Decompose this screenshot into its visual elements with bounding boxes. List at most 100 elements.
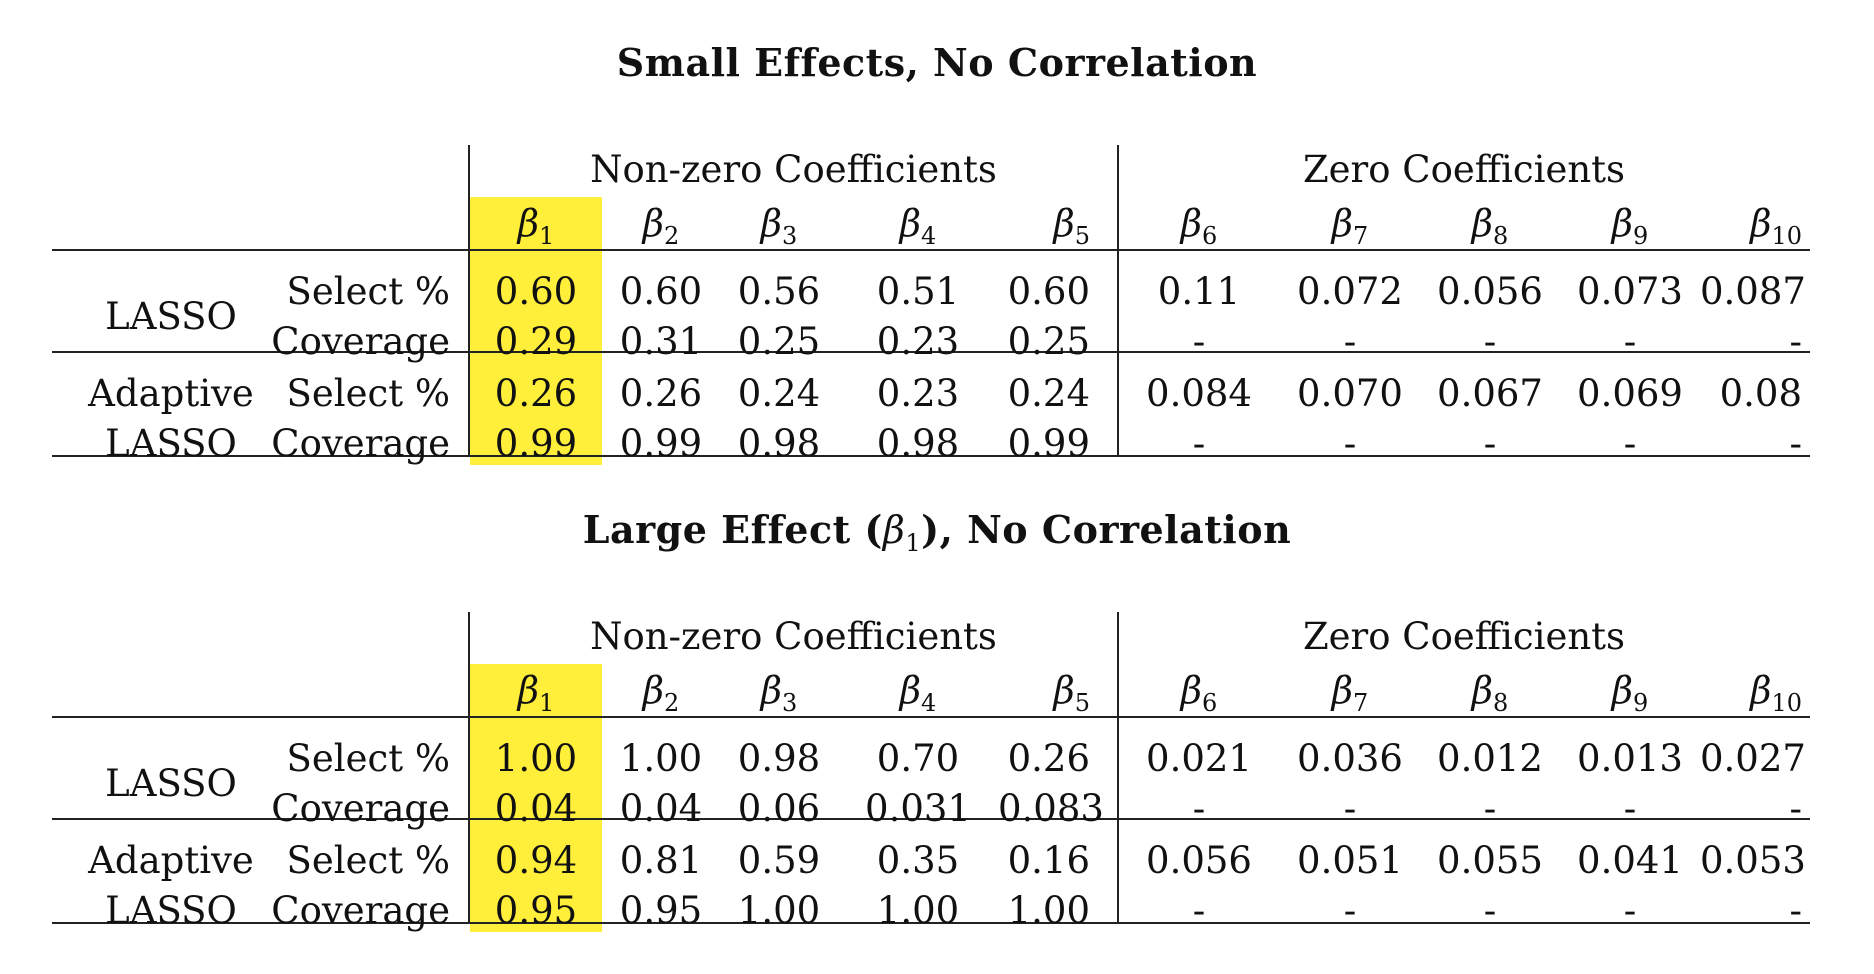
rule-between-methods <box>52 351 1810 353</box>
column-header: β1 <box>470 669 602 717</box>
beta-symbol: β <box>1471 669 1494 712</box>
group-header-zero: Zero Coefficients <box>1302 148 1626 191</box>
table-title: Small Effects, No Correlation <box>0 40 1874 85</box>
method-name: LASSO <box>105 422 237 465</box>
beta-symbol: β <box>642 202 665 245</box>
table-cell: 0.23 <box>876 372 960 415</box>
beta-symbol: β <box>1053 669 1075 712</box>
table-cell: 0.04 <box>619 787 703 830</box>
table-cell: 0.067 <box>1437 372 1543 415</box>
table-cell: 0.31 <box>619 320 703 363</box>
method-name: Adaptive <box>88 372 254 415</box>
table-cell: 0.11 <box>1157 270 1241 313</box>
table-cell: 0.25 <box>1007 320 1090 363</box>
table-cell: - <box>1343 889 1357 932</box>
table-cell: 0.070 <box>1297 372 1403 415</box>
beta-2-header: β2 <box>642 202 680 250</box>
table-cell: - <box>1192 320 1206 363</box>
table-cell: 0.036 <box>1297 737 1403 780</box>
table-cell: - <box>1343 787 1357 830</box>
beta-10-header: β10 <box>1750 202 1802 250</box>
table-cell: 0.98 <box>876 422 960 465</box>
table-cell: 0.072 <box>1297 270 1403 313</box>
table-cell: 0.087 <box>1700 270 1806 313</box>
beta-3-header: β3 <box>761 202 798 250</box>
table-cell: 0.56 <box>737 270 821 313</box>
highlight-column <box>470 197 602 465</box>
beta-index: 2 <box>664 222 680 250</box>
table-cell: 1.00 <box>494 737 578 780</box>
beta-index: 1 <box>539 222 555 250</box>
table-cell: 0.26 <box>494 372 578 415</box>
column-header: β8 <box>1420 669 1560 717</box>
metric-label: Coverage <box>271 320 450 363</box>
table-cell: - <box>1343 320 1357 363</box>
table-cell: 0.027 <box>1700 737 1806 780</box>
table-cell: 0.35 <box>876 839 960 882</box>
beta-symbol: β <box>1053 202 1075 245</box>
table-cell: 0.98 <box>737 422 821 465</box>
beta-index: 1 <box>539 689 555 717</box>
table-cell: 0.012 <box>1437 737 1543 780</box>
beta-symbol: β <box>1180 669 1203 712</box>
beta-index: 4 <box>921 222 937 250</box>
table-cell: 0.94 <box>494 839 578 882</box>
table-cell: 0.16 <box>1007 839 1090 882</box>
table-cell: 0.056 <box>1437 270 1543 313</box>
rule-header <box>52 716 1810 718</box>
table-cell: 0.04 <box>494 787 578 830</box>
column-header: β2 <box>602 669 720 717</box>
beta-4-header: β4 <box>900 669 937 717</box>
table-cell: 0.60 <box>1007 270 1090 313</box>
metric-label: Select % <box>286 737 450 780</box>
method-name: LASSO <box>105 762 237 805</box>
table-cell: 0.056 <box>1146 839 1252 882</box>
table-cell: 0.99 <box>494 422 578 465</box>
column-header: β3 <box>720 202 838 250</box>
beta-index: 8 <box>1493 689 1509 717</box>
table-cell: 0.055 <box>1437 839 1543 882</box>
table-cell: 0.073 <box>1577 270 1683 313</box>
table-cell: - <box>1789 422 1802 465</box>
table-cell: - <box>1623 787 1637 830</box>
column-header: β5 <box>998 202 1090 250</box>
table-cell: 0.60 <box>619 270 703 313</box>
column-header: β7 <box>1280 202 1420 250</box>
highlight-column <box>470 664 602 932</box>
table-cell: 0.021 <box>1146 737 1252 780</box>
table-cell: 0.24 <box>737 372 821 415</box>
rule-bottom <box>52 455 1810 457</box>
table-cell: 0.08 <box>1719 372 1802 415</box>
column-header: β10 <box>1700 669 1802 717</box>
metric-label: Select % <box>286 270 450 313</box>
beta-symbol: β <box>1471 202 1494 245</box>
column-header: β8 <box>1420 202 1560 250</box>
group-header-nonzero: Non-zero Coefficients <box>590 615 997 658</box>
vertical-rule-left <box>468 145 470 457</box>
beta-index: 10 <box>1771 222 1802 250</box>
beta-7-header: β7 <box>1332 669 1369 717</box>
beta-3-header: β3 <box>761 669 798 717</box>
table-cell: - <box>1623 422 1637 465</box>
column-header: β1 <box>470 202 602 250</box>
table-cell: 0.031 <box>865 787 971 830</box>
beta-symbol: β <box>1180 202 1203 245</box>
table-title: Large Effect (β1), No Correlation <box>0 507 1874 557</box>
beta-symbol: β <box>899 202 922 245</box>
table-cell: - <box>1483 320 1497 363</box>
table-cell: 0.99 <box>619 422 703 465</box>
beta-symbol: β <box>1750 669 1772 712</box>
table-cell: - <box>1483 889 1497 932</box>
beta-symbol: β <box>1331 202 1354 245</box>
beta-9-header: β9 <box>1612 669 1649 717</box>
table-cell: 1.00 <box>1007 889 1090 932</box>
column-header: β5 <box>998 669 1090 717</box>
beta-index: 1 <box>905 529 922 557</box>
method-name: LASSO <box>105 889 237 932</box>
table-cell: 1.00 <box>876 889 960 932</box>
table-cell: 0.26 <box>619 372 703 415</box>
table-cell: 0.013 <box>1577 737 1683 780</box>
table-cell: - <box>1192 787 1206 830</box>
table-cell: - <box>1623 320 1637 363</box>
table-cell: 0.06 <box>737 787 821 830</box>
